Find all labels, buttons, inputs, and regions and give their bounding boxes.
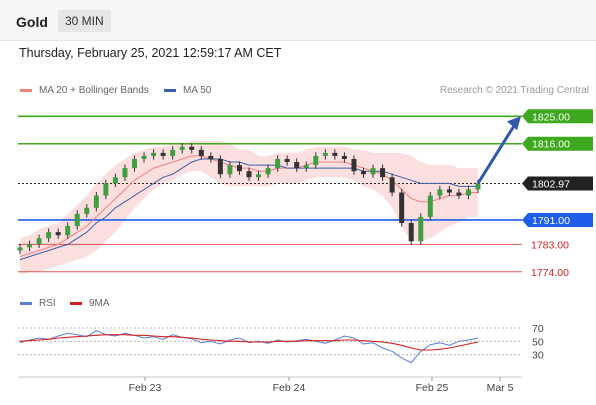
candle-body	[351, 158, 357, 172]
candle-body	[275, 158, 281, 169]
candle-body	[65, 226, 71, 236]
candle-body	[389, 177, 395, 193]
level-tag	[522, 109, 593, 124]
candle-body	[246, 171, 252, 178]
level-label: 1816.00	[532, 139, 570, 151]
candle-body	[284, 158, 290, 163]
timestamp: Thursday, February 25, 2021 12:59:17 AM …	[19, 46, 282, 60]
candle-body	[256, 174, 262, 178]
rsi-tick-label: 50	[532, 336, 544, 348]
forecast-arrow	[476, 123, 517, 185]
candle-body	[36, 238, 42, 245]
candle-body	[380, 168, 386, 178]
rsi-swatch	[20, 302, 32, 305]
ma50-swatch	[164, 89, 176, 92]
candle-body	[361, 171, 366, 175]
candle-body	[93, 195, 99, 208]
candle-body	[151, 152, 157, 156]
candle-body	[46, 232, 52, 239]
candle-body	[437, 189, 443, 196]
candle-body	[303, 165, 309, 169]
candle-body	[160, 152, 166, 156]
candle-body	[465, 189, 471, 196]
candle-body	[122, 168, 128, 178]
candle-body	[179, 146, 185, 150]
candle-body	[294, 162, 300, 169]
x-tick-label: Feb 23	[129, 382, 162, 394]
legend-ma50: MA 50	[164, 85, 211, 96]
candle-body	[227, 165, 233, 175]
candle-body	[74, 213, 80, 227]
rsi-label: RSI	[39, 298, 56, 309]
candle-body	[103, 183, 109, 196]
candle-body	[170, 149, 176, 156]
ma9-label: 9MA	[89, 298, 110, 309]
candle-body	[446, 189, 452, 193]
level-label: 1791.00	[532, 215, 570, 227]
candle-body	[198, 149, 204, 156]
candle-body	[322, 152, 328, 156]
candle-body	[189, 146, 195, 150]
ma20-label: MA 20 + Bollinger Bands	[39, 85, 149, 96]
candle-body	[84, 207, 90, 214]
candle-body	[236, 165, 242, 172]
candle-body	[456, 192, 462, 196]
candle-body	[217, 158, 223, 175]
ma9-swatch	[70, 302, 82, 305]
legend-9ma: 9MA	[70, 298, 110, 309]
candle-body	[141, 155, 147, 159]
candle-body	[341, 155, 347, 159]
ma50-label: MA 50	[183, 85, 212, 96]
chart-header: Gold 30 MIN	[0, 0, 596, 41]
candle-body	[208, 155, 214, 159]
level-label: 1783.00	[531, 239, 569, 251]
timeframe-button[interactable]: 30 MIN	[58, 10, 111, 32]
candle-body	[313, 155, 319, 166]
level-tag	[522, 176, 593, 191]
candle-body	[27, 244, 33, 248]
level-tag	[522, 136, 593, 151]
rsi-line	[19, 330, 479, 364]
ma20-swatch	[20, 89, 32, 92]
rsi-tick-label: 70	[532, 323, 544, 335]
candle-body	[265, 168, 271, 175]
rsi-tick-label: 30	[532, 350, 544, 362]
level-label: 1825.00	[532, 111, 570, 123]
candle-body	[55, 232, 61, 236]
candle-body	[17, 247, 23, 251]
legend-rsi: RSI	[20, 298, 56, 309]
forecast-arrowhead	[507, 116, 521, 131]
x-tick-label: Feb 24	[273, 382, 306, 394]
x-tick-label: Mar 5	[487, 382, 514, 394]
x-tick-label: Feb 25	[416, 382, 449, 394]
candle-body	[112, 177, 118, 184]
rsi-ma9-line	[19, 334, 479, 351]
ma50-line	[19, 158, 478, 261]
candle-body	[132, 158, 137, 169]
level-tag	[522, 212, 593, 227]
candle-body	[475, 183, 481, 190]
candle-body	[332, 152, 338, 156]
level-label: 1774.00	[531, 267, 569, 279]
research-credit: Research © 2021 Trading Central	[439, 85, 589, 96]
candle-body	[418, 216, 424, 242]
candle-body	[427, 195, 433, 217]
candle-body	[408, 223, 414, 242]
level-label: 1802.97	[532, 178, 570, 190]
candle-body	[399, 192, 405, 224]
instrument-title: Gold	[16, 14, 48, 30]
legend-ma20-bb: MA 20 + Bollinger Bands	[20, 85, 149, 96]
candle-body	[370, 168, 376, 175]
